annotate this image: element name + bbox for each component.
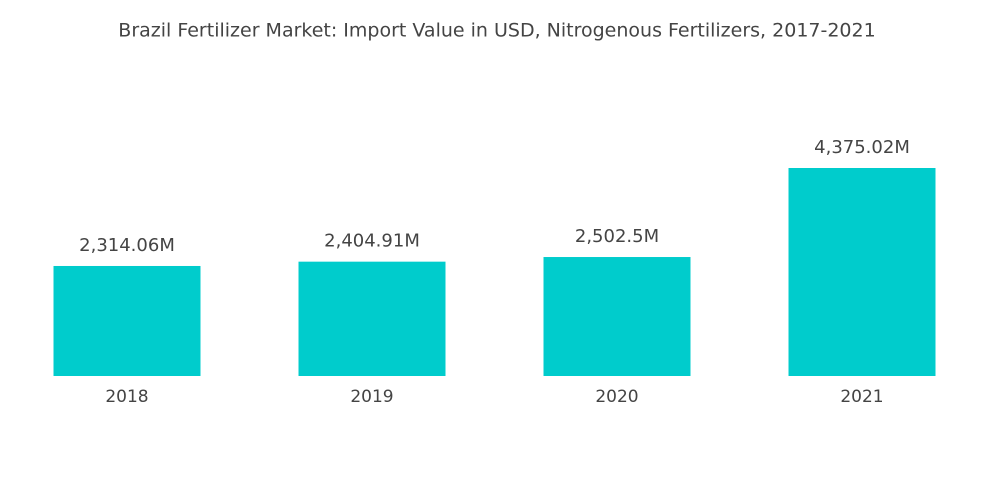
value-label: 2,502.5M xyxy=(575,226,659,247)
chart-title: Brazil Fertilizer Market: Import Value i… xyxy=(118,20,875,42)
x-tick-label: 2019 xyxy=(350,387,393,407)
x-tick-label: 2018 xyxy=(105,387,148,407)
x-tick-label: 2020 xyxy=(595,387,638,407)
bar xyxy=(543,257,691,376)
x-tick-label: 2021 xyxy=(840,387,883,407)
value-label: 2,314.06M xyxy=(79,235,175,256)
bar xyxy=(298,261,446,376)
value-label: 4,375.02M xyxy=(814,137,910,158)
bar xyxy=(53,265,201,376)
value-label: 2,404.91M xyxy=(324,231,420,252)
bar xyxy=(788,168,936,376)
